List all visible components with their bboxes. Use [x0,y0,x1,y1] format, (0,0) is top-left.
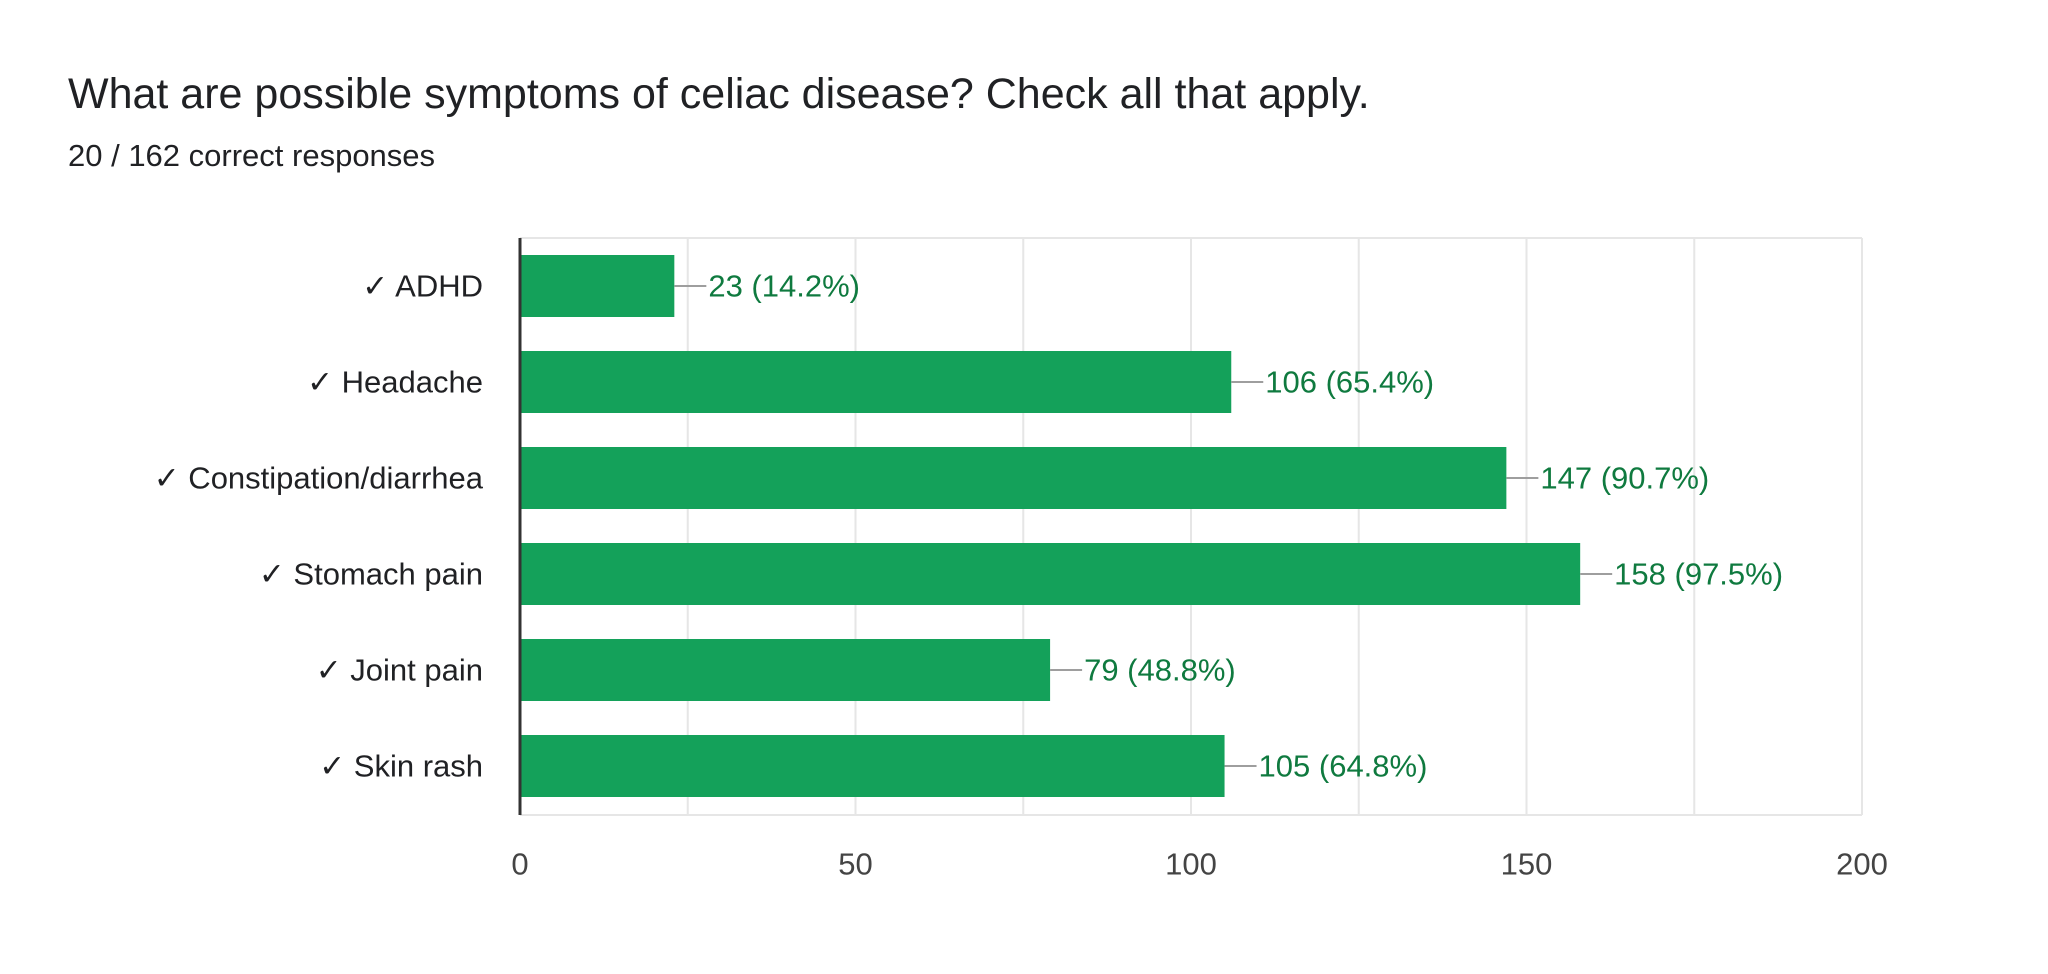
data-label: 79 (48.8%) [1084,653,1236,688]
x-tick-label: 100 [1165,847,1217,882]
data-label: 105 (64.8%) [1259,749,1428,784]
data-label: 158 (97.5%) [1614,557,1783,592]
data-label: 147 (90.7%) [1540,461,1709,496]
bar-stomach-pain [520,543,1581,605]
category-label: ✓ Joint pain [316,653,483,688]
category-label: ✓ Stomach pain [259,557,483,592]
x-tick-label: 150 [1501,847,1553,882]
bar-adhd [520,255,675,317]
category-label: ✓ Skin rash [319,749,483,784]
data-label: 23 (14.2%) [708,269,860,304]
bar-skin-rash [520,735,1225,797]
category-label: ✓ Headache [307,365,483,400]
category-label: ✓ Constipation/diarrhea [154,461,484,496]
bar-headache [520,351,1232,413]
x-tick-label: 200 [1836,847,1888,882]
bar-constipation-diarrhea [520,447,1507,509]
question-title: What are possible symptoms of celiac dis… [68,70,1370,118]
x-tick-label: 50 [838,847,872,882]
data-label: 106 (65.4%) [1265,365,1434,400]
x-tick-label: 0 [511,847,528,882]
category-label: ✓ ADHD [362,269,483,304]
bar-joint-pain [520,639,1051,701]
response-summary: 20 / 162 correct responses [68,138,436,173]
